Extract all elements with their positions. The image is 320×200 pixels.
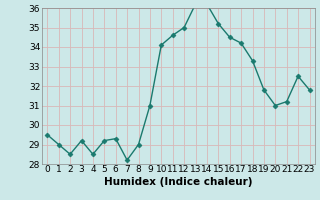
- X-axis label: Humidex (Indice chaleur): Humidex (Indice chaleur): [104, 177, 253, 187]
